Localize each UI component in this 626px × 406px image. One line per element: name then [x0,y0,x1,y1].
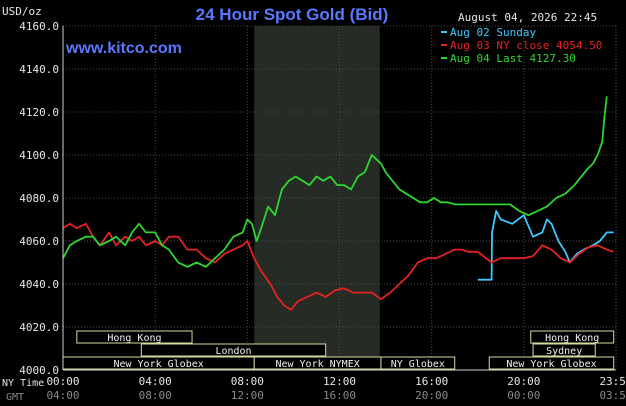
session-box [140,343,327,357]
session-box [530,330,615,344]
nymex-session-shade [254,26,380,370]
session-box [532,343,596,357]
y-tick-label: 4020.0 [19,321,59,334]
x-tick-label-gmt: 12:00 [231,389,264,402]
chart-timestamp: August 04, 2026 22:45 [458,11,597,24]
x-tick-label-gmt: 08:00 [139,389,172,402]
session-label: Hong Kong [545,333,599,344]
x-tick-label-gmt: 20:00 [415,389,448,402]
x-tick-label-ny: 16:00 [415,375,448,388]
y-axis-unit: USD/oz [2,5,42,18]
y-tick-label: 4080.0 [19,192,59,205]
x-tick-label-gmt: 03:59 [599,389,626,402]
series-line-3 [62,96,608,268]
x-tick-label-gmt: 16:00 [323,389,356,402]
x-tick-label-ny: 04:00 [139,375,172,388]
session-label: Sydney [546,346,582,357]
session-box [76,330,193,344]
session-label: London [215,346,251,357]
session-box [488,356,615,370]
x-tick-label-gmt: 04:00 [46,389,79,402]
y-tick-label: 4000.0 [19,364,59,377]
y-tick-label: 4160.0 [19,20,59,33]
session-label: Hong Kong [107,333,161,344]
x-tick-label-ny: 23:59 [599,375,626,388]
x-row-label-gmt: GMT [6,392,24,403]
axes: 4160.0 4140.0 4120.0 4100.0 4080.0 4060.0 4040… [2,20,626,403]
x-row-label-ny: NY Time [2,378,44,389]
legend-entry: Aug 02 Sunday [450,26,536,39]
x-tick-label-ny: 20:00 [507,375,540,388]
y-tick-label: 4060.0 [19,235,59,248]
x-tick-label-ny: 08:00 [231,375,264,388]
session-box [380,356,456,370]
x-tick-label-ny: 12:00 [323,375,356,388]
session-label: New York NYMEX [275,359,359,370]
watermark: www.kitco.com [65,40,182,57]
y-tick-label: 4140.0 [19,63,59,76]
x-tick-label-ny: 00:00 [46,375,79,388]
chart-title: 24 Hour Spot Gold (Bid) [196,5,389,24]
session-label: NY Globex [391,359,445,370]
legend-entry: Aug 03 NY close 4054.50 [450,39,602,52]
session-label: New York Globex [113,359,203,370]
legend: Aug 02 Sunday Aug 03 NY close 4054.50 Au… [441,26,602,65]
legend-entry: Aug 04 Last 4127.30 [450,52,576,65]
series-line-2 [62,222,614,311]
series-lines [62,96,614,311]
market-sessions: Hong Kong Hong Kong London Sydney New York G… [62,330,615,370]
session-label: New York Globex [506,359,596,370]
y-tick-label: 4040.0 [19,278,59,291]
x-tick-label-gmt: 00:00 [507,389,540,402]
y-tick-label: 4120.0 [19,106,59,119]
y-tick-label: 4100.0 [19,149,59,162]
